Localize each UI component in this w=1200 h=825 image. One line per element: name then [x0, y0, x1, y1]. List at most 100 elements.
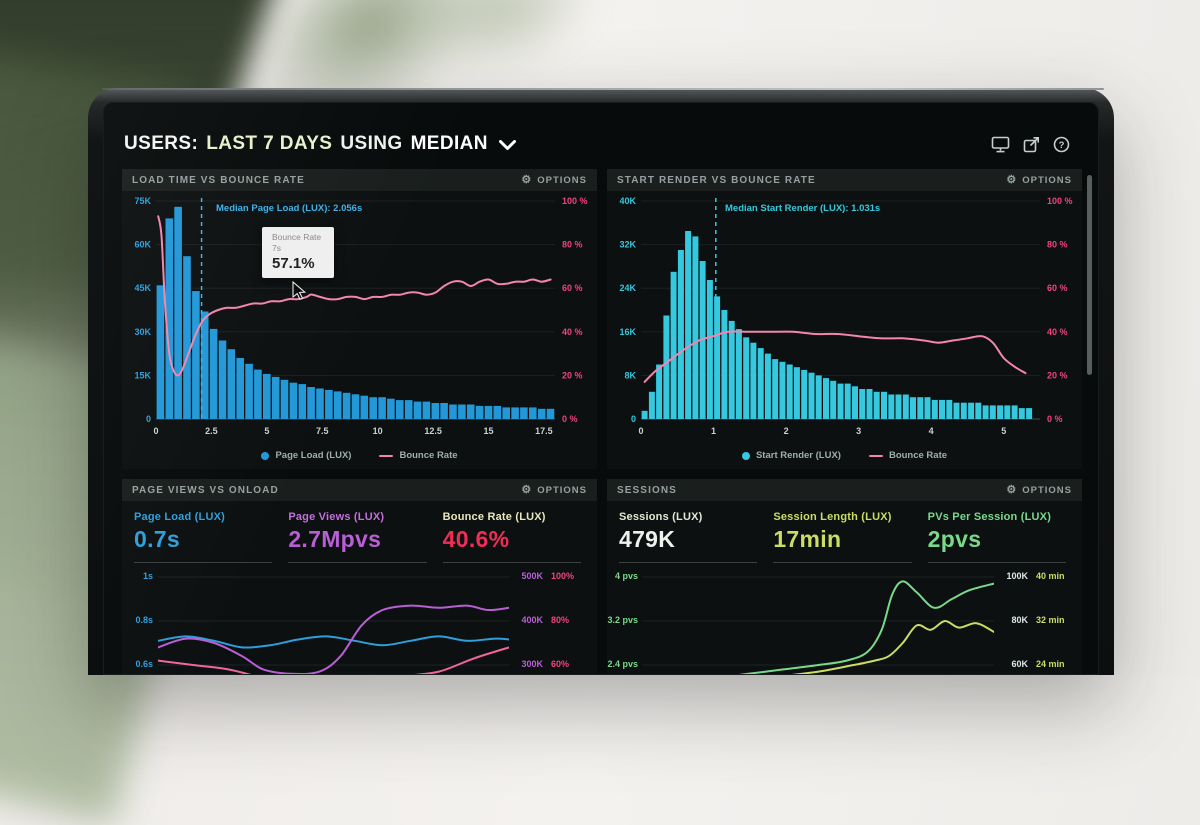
panel-sessions: SESSIONS ⚙ OPTIONS Sessions (LUX) 479K S…	[607, 479, 1082, 675]
chart-tooltip: Bounce Rate 7s 57.1%	[262, 227, 334, 279]
x-axis-label: 0	[638, 426, 643, 436]
line-chart: 1s 0.8s 0.6s 500K 100% 400K 80% 300K 60%	[122, 567, 597, 675]
metric-value: 40.6%	[442, 526, 510, 552]
y-axis-left-label: 2.4 pvs	[607, 659, 638, 669]
options-button[interactable]: ⚙ OPTIONS	[1006, 483, 1072, 496]
histogram-bars	[156, 206, 555, 419]
options-label: OPTIONS	[1022, 174, 1072, 186]
metric-label: Session Length (LUX)	[773, 511, 892, 523]
svg-text:?: ?	[1059, 140, 1065, 151]
metric-label: Page Views (LUX)	[288, 511, 385, 523]
y-axis-left-label: 0	[631, 414, 636, 424]
metric-sessions: Sessions (LUX) 479K	[619, 511, 758, 563]
y-axis-right-label: 40 %	[562, 327, 583, 337]
legend-page-load[interactable]: Page Load (LUX)	[261, 450, 351, 461]
y-axis-right-label: 100 %	[562, 196, 588, 206]
header-toolbar: ?	[991, 136, 1070, 153]
metric-label: Bounce Rate (LUX)	[442, 511, 546, 523]
y-axis-left-label: 0	[146, 414, 151, 424]
scrollbar[interactable]	[1087, 175, 1092, 375]
options-label: OPTIONS	[537, 174, 587, 186]
y-axis-left-label: 0.6s	[135, 659, 153, 669]
gear-icon: ⚙	[521, 483, 533, 496]
gear-icon: ⚙	[1006, 173, 1018, 186]
metric-value: 2.7Mpvs	[288, 526, 382, 552]
y-axis-right-label: 100 %	[1047, 196, 1073, 206]
legend-label: Page Load (LUX)	[275, 450, 352, 461]
chart-legend: Start Render (LUX) Bounce Rate	[607, 443, 1082, 469]
legend-line-icon	[379, 454, 394, 457]
panel-header: PAGE VIEWS VS ONLOAD ⚙ OPTIONS	[122, 479, 597, 501]
title-date-range: LAST 7 DAYS	[206, 133, 333, 154]
dashboard-header: USERS: LAST 7 DAYS USING MEDIAN	[124, 133, 1078, 155]
metric-session-length: Session Length (LUX) 17min	[773, 511, 912, 563]
legend-dot-icon	[741, 451, 750, 460]
legend-label: Start Render (LUX)	[755, 450, 841, 461]
y-axis-right-label: 500K 100%	[521, 571, 575, 581]
options-button[interactable]: ⚙ OPTIONS	[1006, 173, 1072, 186]
options-label: OPTIONS	[537, 484, 587, 496]
x-axis-label: 2	[784, 426, 789, 436]
metric-row: Sessions (LUX) 479K Session Length (LUX)…	[607, 501, 1082, 563]
analytics-dashboard: USERS: LAST 7 DAYS USING MEDIAN	[104, 103, 1098, 674]
metric-value: 479K	[619, 526, 676, 552]
title-users: USERS:	[124, 133, 199, 154]
y-axis-right-label: 100K 40 min	[1006, 571, 1065, 581]
users-range-dropdown[interactable]: USERS: LAST 7 DAYS USING MEDIAN	[124, 133, 516, 155]
panel-start-render-vs-bounce-rate: START RENDER VS BOUNCE RATE ⚙ OPTIONS 40…	[607, 169, 1082, 469]
panel-load-time-vs-bounce-rate: LOAD TIME VS BOUNCE RATE ⚙ OPTIONS 75K 10…	[122, 169, 597, 469]
page-views-line-chart[interactable]	[158, 567, 509, 675]
panel-grid: LOAD TIME VS BOUNCE RATE ⚙ OPTIONS 75K 10…	[122, 169, 1082, 675]
y-axis-right-label: 60 %	[562, 283, 583, 293]
series-line	[738, 580, 994, 674]
laptop-bezel: USERS: LAST 7 DAYS USING MEDIAN	[88, 88, 1114, 675]
legend-dot-icon	[261, 451, 270, 460]
legend-bounce-rate[interactable]: Bounce Rate	[379, 450, 458, 461]
y-axis-right-label: 20 %	[562, 370, 583, 380]
legend-start-render[interactable]: Start Render (LUX)	[741, 450, 841, 461]
y-axis-left: 1s 0.8s 0.6s	[122, 567, 158, 674]
start-render-histogram-chart[interactable]: 40K 100 % 32K 80 % 24K 60 % 16K 40 % 8K 20 % 0 0 % 0…	[607, 191, 1082, 443]
metric-bounce-rate: Bounce Rate (LUX) 40.6%	[442, 511, 581, 563]
bounce-rate-line	[157, 215, 552, 377]
x-axis-label: 0	[153, 426, 158, 436]
y-axis-left-label: 45K	[134, 283, 151, 293]
y-axis-left-label: 60K	[134, 240, 151, 250]
help-icon[interactable]: ?	[1053, 136, 1070, 153]
y-axis-right-label: 60K 24 min	[1011, 659, 1065, 669]
y-axis-right-label: 20 %	[1047, 370, 1068, 380]
x-axis-label: 10	[373, 426, 383, 436]
options-button[interactable]: ⚙ OPTIONS	[521, 483, 587, 496]
metric-page-views: Page Views (LUX) 2.7Mpvs	[288, 511, 427, 563]
monitor-icon[interactable]	[991, 136, 1010, 153]
y-axis-left-label: 0.8s	[135, 615, 153, 625]
x-axis-label: 5	[264, 426, 269, 436]
y-axis-right: 500K 100% 400K 80% 300K 60%	[509, 567, 597, 674]
legend-bounce-rate[interactable]: Bounce Rate	[868, 450, 947, 461]
legend-line-icon	[868, 454, 883, 457]
options-button[interactable]: ⚙ OPTIONS	[521, 174, 587, 186]
plant-leaf	[387, 0, 613, 94]
y-axis-right-label: 40 %	[1047, 327, 1068, 337]
tooltip-series: Bounce Rate	[272, 232, 322, 242]
panel-title: START RENDER VS BOUNCE RATE	[617, 174, 816, 186]
y-axis-left-label: 3.2 pvs	[607, 615, 638, 625]
mouse-cursor	[292, 281, 307, 300]
x-axis-label: 7.5	[316, 426, 329, 436]
metric-label: PVs Per Session (LUX)	[927, 511, 1052, 523]
gear-icon: ⚙	[1006, 483, 1018, 496]
line-chart: 4 pvs 3.2 pvs 2.4 pvs 100K 40 min 80K 32 min 6…	[607, 567, 1082, 675]
panel-title: PAGE VIEWS VS ONLOAD	[132, 484, 279, 496]
load-time-histogram-chart[interactable]: 75K 100 % 60K 80 % 45K 60 % 30K 40 % 15K 20 % 0 0 %…	[122, 191, 597, 443]
y-axis-right-label: 80 %	[1047, 240, 1068, 250]
sessions-line-chart[interactable]	[643, 567, 994, 675]
x-axis-label: 4	[929, 426, 934, 436]
title-using: USING	[340, 133, 403, 154]
y-axis-left-label: 4 pvs	[614, 571, 638, 581]
external-link-icon[interactable]	[1023, 136, 1040, 153]
metric-value: 0.7s	[134, 526, 180, 552]
y-axis-left-label: 24K	[619, 283, 636, 293]
y-axis-right-label: 300K 60%	[521, 659, 570, 669]
y-axis-right-label: 400K 80%	[521, 615, 570, 625]
title-metric: MEDIAN	[410, 133, 488, 154]
